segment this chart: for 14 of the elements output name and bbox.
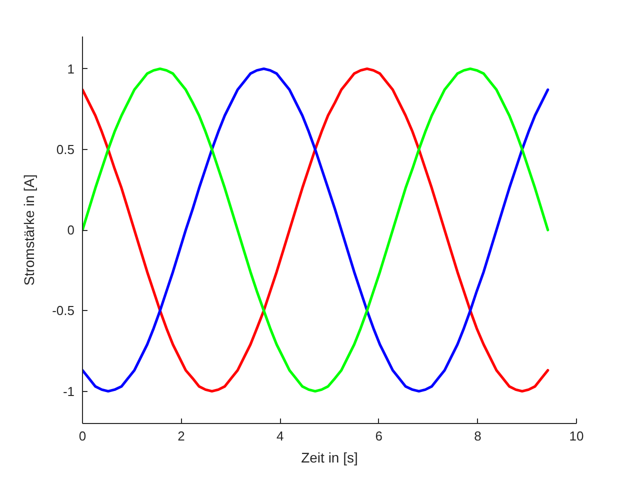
y-tick-label: 0.5 bbox=[56, 142, 75, 157]
x-tick-label: 10 bbox=[569, 428, 584, 444]
x-axis-title: Zeit in [s] bbox=[301, 450, 358, 466]
y-tick-label: -1 bbox=[62, 384, 75, 399]
x-tick-label: 6 bbox=[375, 428, 383, 444]
y-axis-title: Stromstärke in [A] bbox=[21, 174, 38, 286]
line-series bbox=[82, 67, 550, 393]
y-tick-label: -0.5 bbox=[52, 303, 75, 318]
x-tick-label: 0 bbox=[78, 428, 86, 444]
x-tick-label: 2 bbox=[178, 428, 185, 444]
y-tick-label: 0 bbox=[67, 222, 75, 238]
x-tick-label: 8 bbox=[474, 428, 482, 444]
y-tick-label: 1 bbox=[67, 61, 75, 76]
x-tick-label: 4 bbox=[276, 428, 284, 444]
